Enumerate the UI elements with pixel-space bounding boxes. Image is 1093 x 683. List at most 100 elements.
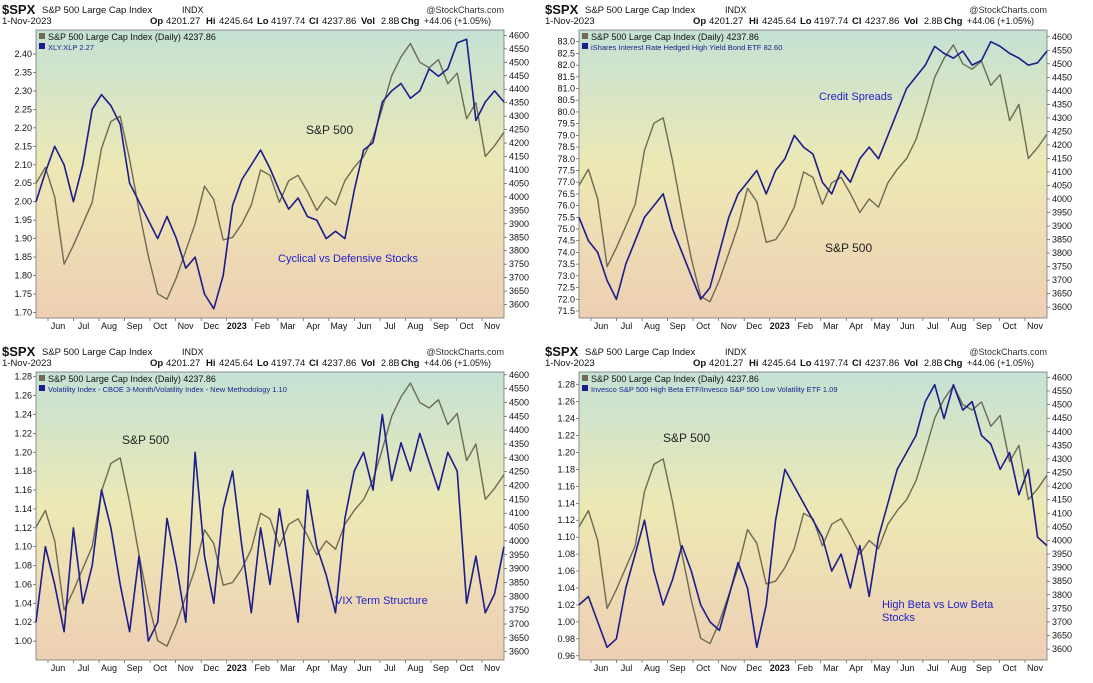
right-tick-label: 4450 bbox=[509, 71, 529, 81]
month-label: Oct bbox=[153, 321, 168, 331]
right-tick-label: 4150 bbox=[509, 152, 529, 162]
right-tick-label: 4250 bbox=[1052, 468, 1072, 478]
month-label: Aug bbox=[950, 321, 966, 331]
date: 1-Nov-2023 bbox=[2, 16, 52, 27]
month-label: Oct bbox=[153, 663, 168, 673]
cl-value: 4237.86 bbox=[322, 16, 356, 27]
left-tick-label: 1.10 bbox=[557, 532, 575, 542]
left-tick-label: 1.18 bbox=[14, 466, 32, 476]
hi-value: 4245.64 bbox=[762, 16, 796, 27]
left-tick-label: 2.10 bbox=[14, 160, 32, 170]
right-tick-label: 3900 bbox=[509, 564, 529, 574]
right-tick-label: 3700 bbox=[509, 273, 529, 283]
month-label: Nov bbox=[1027, 321, 1044, 331]
right-tick-label: 4350 bbox=[1052, 440, 1072, 450]
hi-value: 4245.64 bbox=[219, 358, 253, 369]
legend-swatch-spx bbox=[39, 33, 45, 39]
right-tick-label: 4400 bbox=[1052, 86, 1072, 96]
cl-label: Cl bbox=[309, 358, 319, 369]
left-tick-label: 1.16 bbox=[557, 481, 575, 491]
legend-swatch-spx bbox=[39, 375, 45, 381]
month-label: Feb bbox=[254, 663, 270, 673]
month-label: May bbox=[330, 321, 348, 331]
ratio-series-line bbox=[35, 413, 505, 642]
symbol: $SPX bbox=[545, 344, 579, 359]
left-tick-label: 75.0 bbox=[557, 224, 575, 234]
left-tick-label: 76.5 bbox=[557, 189, 575, 199]
symbol: $SPX bbox=[545, 2, 579, 17]
month-label: Aug bbox=[950, 663, 966, 673]
right-tick-label: 4250 bbox=[509, 467, 529, 477]
vol-value: 2.8B bbox=[381, 358, 400, 368]
right-tick-label: 3750 bbox=[509, 259, 529, 269]
right-tick-label: 4300 bbox=[509, 453, 529, 463]
right-tick-label: 3900 bbox=[509, 219, 529, 229]
cl-value: 4237.86 bbox=[322, 358, 356, 369]
right-tick-label: 4600 bbox=[1052, 32, 1072, 42]
right-tick-label: 4500 bbox=[1052, 400, 1072, 410]
month-label: Nov bbox=[1027, 663, 1044, 673]
right-tick-label: 3800 bbox=[1052, 590, 1072, 600]
month-label: Mar bbox=[280, 321, 296, 331]
chart-annotation: VIX Term Structure bbox=[335, 595, 428, 607]
right-tick-label: 3700 bbox=[1052, 617, 1072, 627]
legend-ratio: Volatility Index - CBOE 3-Month/Volatili… bbox=[48, 385, 287, 394]
ratio-series-line bbox=[578, 383, 1048, 649]
left-tick-label: 73.5 bbox=[557, 259, 575, 269]
ratio-series-line bbox=[35, 38, 505, 310]
right-tick-label: 3800 bbox=[1052, 248, 1072, 258]
month-label: Jul bbox=[384, 321, 396, 331]
left-tick-label: 2.25 bbox=[14, 104, 32, 114]
date: 1-Nov-2023 bbox=[2, 358, 52, 369]
right-tick-label: 4000 bbox=[509, 536, 529, 546]
left-tick-label: 1.20 bbox=[557, 447, 575, 457]
spx-series-line bbox=[35, 42, 505, 300]
month-label: Sep bbox=[670, 321, 686, 331]
chg-value: +44.06 (+1.05%) bbox=[424, 358, 491, 368]
op-label: Op bbox=[693, 16, 706, 27]
left-tick-label: 1.80 bbox=[14, 271, 32, 281]
chg-value: +44.06 (+1.05%) bbox=[424, 16, 491, 26]
lo-label: Lo bbox=[257, 16, 269, 27]
right-tick-label: 3650 bbox=[509, 286, 529, 296]
right-tick-label: 3950 bbox=[509, 205, 529, 215]
op-label: Op bbox=[693, 358, 706, 369]
lo-value: 4197.74 bbox=[814, 16, 848, 27]
month-label: Aug bbox=[644, 663, 660, 673]
left-tick-label: 0.98 bbox=[557, 634, 575, 644]
right-tick-label: 4350 bbox=[509, 439, 529, 449]
left-tick-label: 79.0 bbox=[557, 130, 575, 140]
left-tick-label: 1.26 bbox=[14, 391, 32, 401]
watermark: @StockCharts.com bbox=[969, 347, 1047, 357]
right-tick-label: 4300 bbox=[509, 111, 529, 121]
month-label: Jun bbox=[51, 321, 66, 331]
left-tick-label: 1.90 bbox=[14, 234, 32, 244]
cl-label: Cl bbox=[852, 16, 862, 27]
vol-label: Vol bbox=[361, 358, 375, 369]
chart-annotation: S&P 500 bbox=[825, 241, 872, 255]
month-label: Sep bbox=[670, 663, 686, 673]
right-tick-label: 4200 bbox=[1052, 481, 1072, 491]
cl-label: Cl bbox=[852, 358, 862, 369]
right-tick-label: 4550 bbox=[509, 44, 529, 54]
spx-series-line bbox=[35, 382, 505, 647]
month-label: Sep bbox=[433, 663, 449, 673]
right-tick-label: 3700 bbox=[509, 619, 529, 629]
left-tick-label: 1.12 bbox=[14, 523, 32, 533]
index-name: S&P 500 Large Cap Index bbox=[585, 5, 695, 16]
left-tick-label: 77.5 bbox=[557, 165, 575, 175]
left-tick-label: 2.30 bbox=[14, 86, 32, 96]
watermark: @StockCharts.com bbox=[969, 5, 1047, 15]
month-label: Sep bbox=[127, 321, 143, 331]
month-label: Jun bbox=[357, 321, 372, 331]
lo-label: Lo bbox=[800, 16, 812, 27]
left-tick-label: 2.05 bbox=[14, 178, 32, 188]
exchange: INDX bbox=[182, 5, 204, 15]
left-tick-label: 82.0 bbox=[557, 60, 575, 70]
right-tick-label: 4500 bbox=[509, 397, 529, 407]
index-name: S&P 500 Large Cap Index bbox=[585, 347, 695, 358]
month-label: Sep bbox=[976, 663, 992, 673]
right-tick-label: 4550 bbox=[1052, 386, 1072, 396]
left-tick-label: 1.04 bbox=[14, 598, 32, 608]
left-tick-label: 74.5 bbox=[557, 236, 575, 246]
